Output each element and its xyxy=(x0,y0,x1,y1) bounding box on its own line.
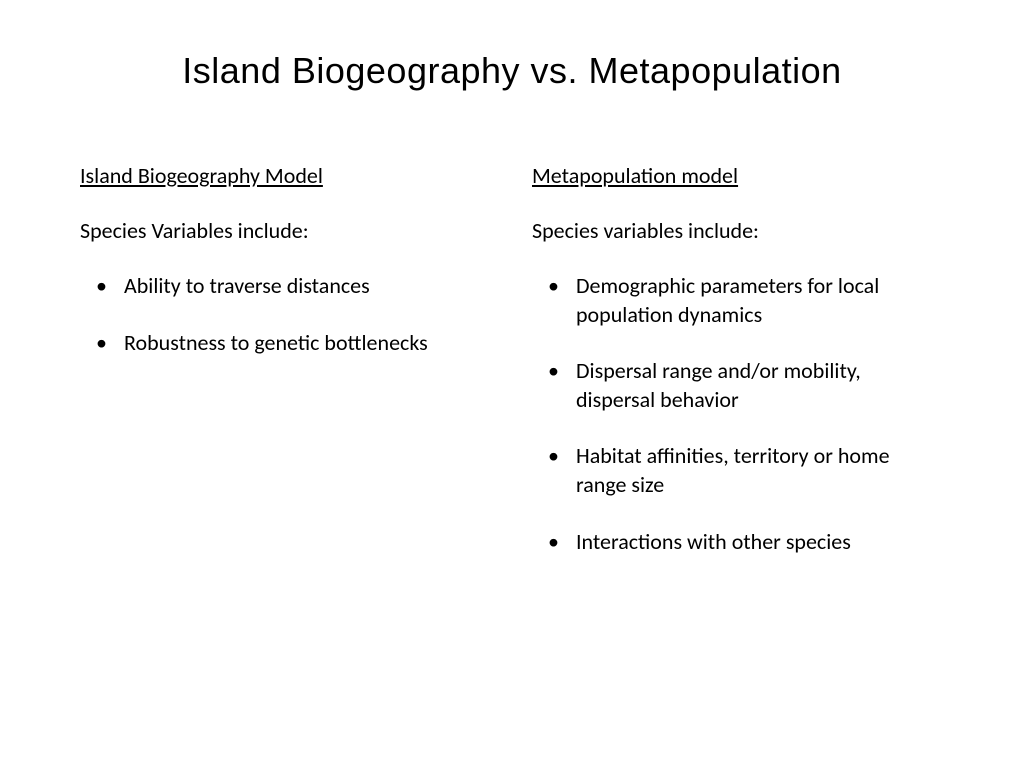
list-item: Dispersal range and/or mobility, dispers… xyxy=(556,357,944,414)
left-column: Island Biogeography Model Species Variab… xyxy=(80,162,492,584)
list-item: Habitat affinities, territory or home ra… xyxy=(556,442,944,499)
left-heading: Island Biogeography Model xyxy=(80,162,492,189)
list-item: Robustness to genetic bottlenecks xyxy=(104,329,492,358)
right-subheading: Species variables include: xyxy=(532,217,944,244)
left-bullet-list: Ability to traverse distances Robustness… xyxy=(80,272,492,357)
slide-title: Island Biogeography vs. Metapopulation xyxy=(80,50,944,92)
list-item: Demographic parameters for local populat… xyxy=(556,272,944,329)
list-item: Ability to traverse distances xyxy=(104,272,492,301)
left-subheading: Species Variables include: xyxy=(80,217,492,244)
list-item: Interactions with other species xyxy=(556,528,944,557)
two-column-layout: Island Biogeography Model Species Variab… xyxy=(80,162,944,584)
right-bullet-list: Demographic parameters for local populat… xyxy=(532,272,944,556)
right-column: Metapopulation model Species variables i… xyxy=(532,162,944,584)
right-heading: Metapopulation model xyxy=(532,162,944,189)
